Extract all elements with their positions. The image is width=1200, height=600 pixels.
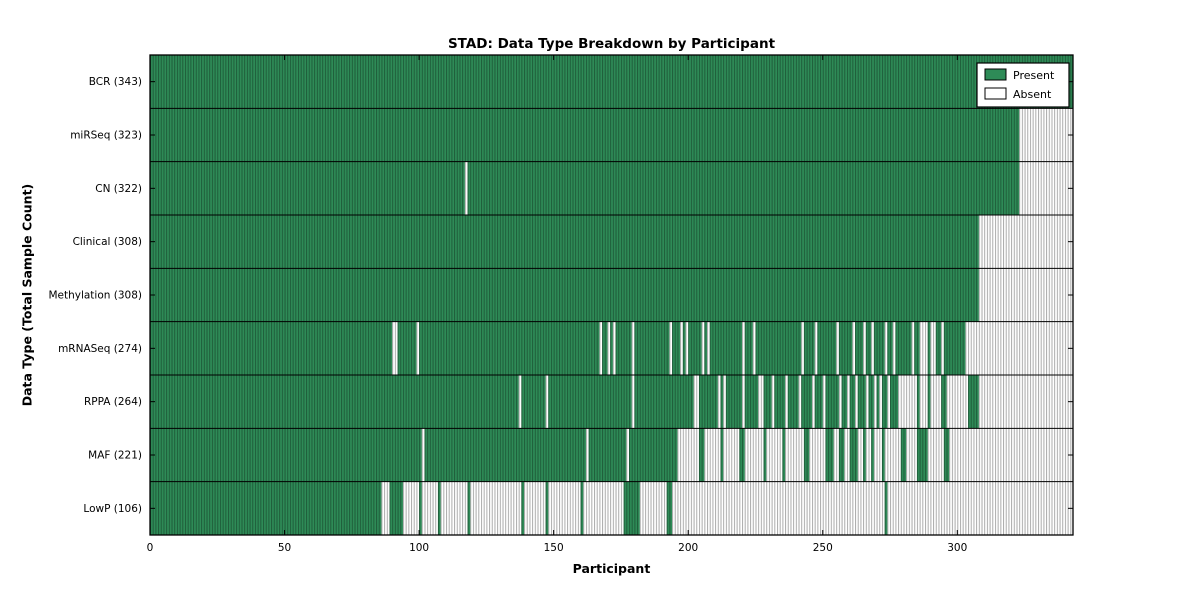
x-tick-label: 300 (947, 542, 967, 554)
x-tick-label: 250 (813, 542, 833, 554)
legend-swatch-present-icon (984, 68, 1007, 81)
y-tick-label-Clinical: Clinical (308) (73, 236, 142, 248)
x-axis-label: Participant (572, 561, 651, 576)
x-tick-label: 0 (147, 542, 154, 554)
x-tick-label: 100 (409, 542, 429, 554)
x-tick-label: 50 (278, 542, 291, 554)
y-tick-label-miRSeq: miRSeq (323) (70, 130, 142, 142)
y-tick-label-Methylation: Methylation (308) (48, 290, 142, 302)
y-tick-label-mRNASeq: mRNASeq (274) (58, 343, 142, 355)
legend-swatch-absent-icon (984, 87, 1007, 100)
x-tick-label: 150 (544, 542, 564, 554)
legend-label-absent: Absent (1013, 88, 1052, 101)
bar-edges-overlay (150, 55, 1073, 535)
y-tick-label-BCR: BCR (343) (89, 76, 142, 88)
y-tick-label-LowP: LowP (106) (83, 503, 142, 515)
x-tick-label: 200 (678, 542, 698, 554)
y-tick-label-MAF: MAF (221) (88, 450, 142, 462)
chart-title: STAD: Data Type Breakdown by Participant (447, 36, 776, 52)
y-tick-label-RPPA: RPPA (264) (84, 396, 142, 408)
legend-label-present: Present (1013, 69, 1055, 82)
y-tick-label-CN: CN (322) (95, 183, 142, 195)
